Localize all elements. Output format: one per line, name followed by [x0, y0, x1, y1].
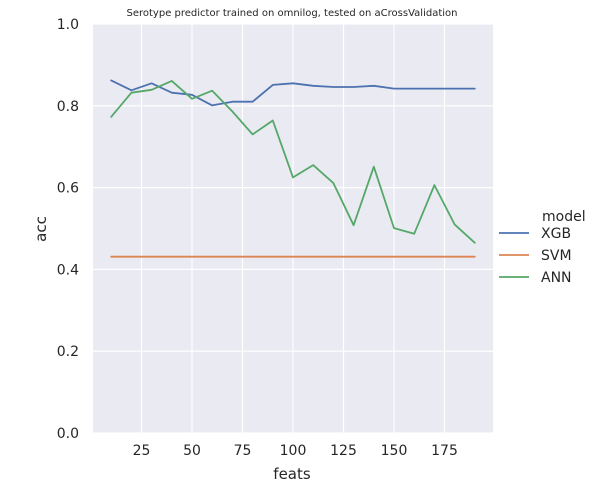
x-tick-label: 25: [133, 443, 151, 459]
x-tick-labels: 25 50 75 100 125 150 175: [133, 443, 458, 459]
legend-label-ann: ANN: [541, 270, 572, 286]
y-gridlines: [93, 23, 493, 434]
legend: model XGB SVM ANN: [499, 209, 586, 286]
x-tick-label: 125: [330, 443, 357, 459]
series-lines: [110, 79, 476, 258]
x-tick-label: 75: [234, 443, 252, 459]
y-tick-label: 0.4: [57, 262, 79, 278]
x-tick-label: 175: [431, 443, 458, 459]
y-axis-label: acc: [32, 216, 50, 242]
y-tick-label: 0.2: [57, 344, 79, 360]
y-tick-label: 0.6: [57, 181, 79, 197]
x-tick-label: 50: [183, 443, 201, 459]
x-axis-label: feats: [273, 465, 311, 483]
y-tick-label: 1.0: [57, 17, 79, 33]
chart-title: Serotype predictor trained on omnilog, t…: [127, 8, 458, 19]
legend-label-svm: SVM: [541, 248, 572, 264]
x-tick-label: 150: [381, 443, 408, 459]
y-tick-label: 0.8: [57, 99, 79, 115]
series-line-xgb: [110, 79, 476, 107]
legend-title: model: [542, 209, 586, 225]
series-line-ann: [110, 80, 476, 244]
legend-label-xgb: XGB: [541, 226, 571, 242]
y-tick-labels: 0.0 0.2 0.4 0.6 0.8 1.0: [57, 17, 79, 442]
y-tick-label: 0.0: [57, 426, 79, 442]
x-tick-label: 100: [280, 443, 307, 459]
